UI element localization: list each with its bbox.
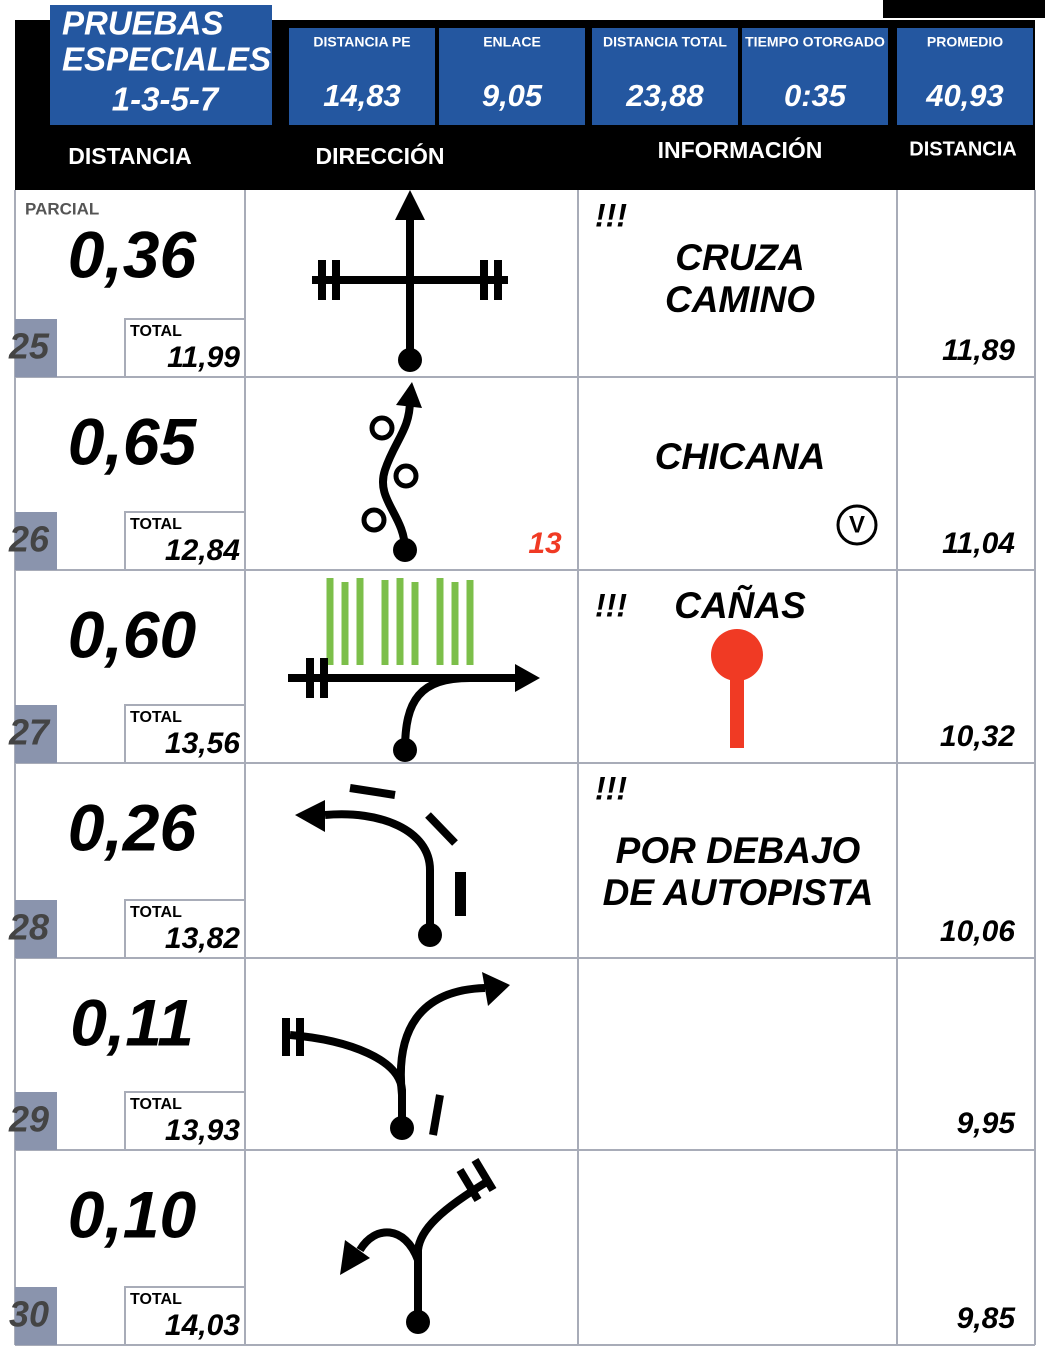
- total-distance: 13,82: [165, 922, 240, 955]
- title-line: PRUEBAS: [62, 5, 223, 42]
- stat-label: TIEMPO OTORGADO: [745, 34, 885, 50]
- column-header: DISTANCIA: [68, 143, 192, 169]
- remaining-distance: 11,89: [942, 334, 1015, 367]
- column-header: DISTANCIA: [909, 138, 1016, 160]
- info-text: DE AUTOPISTA: [603, 872, 874, 913]
- partial-distance: 0,36: [68, 217, 198, 291]
- number-box: [15, 705, 57, 763]
- stat-box: [742, 28, 888, 125]
- remaining-distance: 11,04: [942, 527, 1015, 560]
- remaining-distance: 9,95: [957, 1107, 1017, 1140]
- stat-label: PROMEDIO: [927, 34, 1003, 50]
- note: 13: [528, 527, 562, 560]
- number-box: [15, 512, 57, 570]
- total-label: TOTAL: [130, 1291, 182, 1308]
- partial-label: PARCIAL: [25, 199, 99, 218]
- stat-value: 9,05: [482, 78, 543, 113]
- column-header: INFORMACIÓN: [658, 136, 823, 163]
- alert: !!!: [595, 587, 627, 623]
- stat-value: 23,88: [625, 78, 704, 113]
- total-label: TOTAL: [130, 323, 182, 340]
- stat-box: [439, 28, 585, 125]
- corner-tab: [883, 0, 1045, 18]
- stat-box: [592, 28, 738, 125]
- number-box: [15, 1092, 57, 1150]
- column-header: DIRECCIÓN: [315, 142, 444, 169]
- total-box: [124, 899, 246, 959]
- info-text: CRUZA: [675, 237, 804, 278]
- total-box: [124, 511, 246, 571]
- title-line: ESPECIALES: [62, 41, 271, 78]
- stat-value: 0:35: [784, 78, 847, 113]
- icon-fork-right: [282, 972, 510, 1140]
- icon-chicane: [361, 382, 422, 562]
- stat-value: 40,93: [925, 78, 1004, 113]
- number-box: [15, 900, 57, 958]
- total-box: [124, 704, 246, 764]
- alert: !!!: [595, 770, 627, 806]
- info-text: POR DEBAJO: [616, 830, 861, 871]
- number-box: [15, 319, 57, 377]
- total-distance: 14,03: [165, 1309, 240, 1342]
- title-box: [50, 5, 272, 125]
- remaining-distance: 9,85: [957, 1302, 1017, 1335]
- stat-label: DISTANCIA PE: [313, 34, 410, 50]
- remaining-distance: 10,32: [940, 720, 1015, 753]
- badge: V: [849, 511, 865, 538]
- icon-cross-road: [312, 190, 508, 372]
- waypoint-number: 26: [8, 519, 50, 560]
- icon-fork-left: [340, 1157, 497, 1334]
- stat-box: [897, 28, 1033, 125]
- icon-turn-left: [295, 784, 466, 947]
- total-distance: 12,84: [165, 534, 240, 567]
- total-label: TOTAL: [130, 1096, 182, 1113]
- stat-label: ENLACE: [483, 34, 541, 50]
- title-line: 1-3-5-7: [112, 81, 220, 118]
- waypoint-number: 29: [8, 1099, 49, 1140]
- partial-distance: 0,10: [68, 1177, 197, 1251]
- total-box: [124, 1286, 246, 1346]
- info-text: CHICANA: [655, 436, 826, 477]
- stat-label: DISTANCIA TOTAL: [603, 34, 727, 50]
- total-distance: 13,93: [165, 1114, 240, 1147]
- total-box: [124, 1091, 246, 1151]
- marker-pin: [711, 629, 763, 681]
- number-box: [15, 1287, 57, 1345]
- info-text: CAMINO: [665, 279, 815, 320]
- total-distance: 11,99: [167, 341, 240, 374]
- waypoint-number: 25: [8, 326, 50, 367]
- total-box: [124, 318, 246, 378]
- icon-canes: [288, 578, 540, 762]
- total-label: TOTAL: [130, 904, 182, 921]
- total-label: TOTAL: [130, 709, 182, 726]
- badge-circle: [836, 504, 878, 546]
- remaining-distance: 10,06: [940, 915, 1015, 948]
- waypoint-number: 27: [8, 712, 51, 753]
- total-label: TOTAL: [130, 516, 182, 533]
- partial-distance: 0,60: [68, 597, 197, 671]
- total-distance: 13,56: [165, 727, 240, 760]
- stat-value: 14,83: [323, 78, 401, 113]
- stat-box: [289, 28, 435, 125]
- waypoint-number: 28: [8, 907, 49, 948]
- partial-distance: 0,26: [68, 790, 198, 864]
- marker-pin-stem: [730, 675, 744, 748]
- waypoint-number: 30: [9, 1294, 49, 1335]
- info-text: CAÑAS: [674, 584, 806, 626]
- partial-distance: 0,65: [68, 404, 198, 478]
- partial-distance: 0,11: [70, 985, 194, 1059]
- alert: !!!: [595, 197, 627, 233]
